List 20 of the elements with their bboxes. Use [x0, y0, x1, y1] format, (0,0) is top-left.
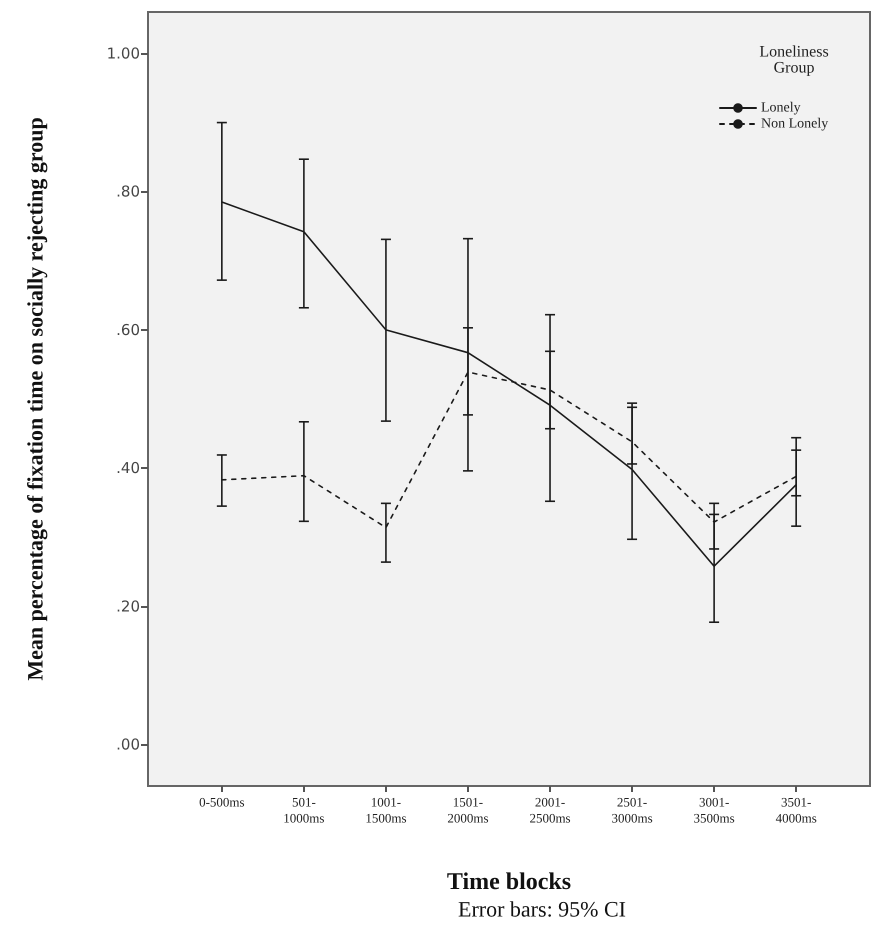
- y-tick-label: .40: [116, 459, 140, 478]
- x-tick-label: 2501-3000ms: [611, 794, 653, 826]
- x-axis-title: Time blocks: [446, 869, 572, 895]
- y-tick-label: .80: [116, 182, 140, 201]
- x-tick-label: 1501-2000ms: [447, 794, 489, 826]
- y-tick-label: .20: [116, 597, 140, 616]
- legend-label: Lonely: [761, 100, 801, 116]
- y-tick-label: 1.00: [106, 44, 140, 62]
- x-tick-label: 501-1000ms: [283, 794, 324, 826]
- legend-title: Loneliness Group: [759, 44, 829, 76]
- x-tick-label: 3001-3500ms: [694, 794, 735, 826]
- y-tick-label: .00: [116, 736, 140, 754]
- y-axis-title: Mean percentage of fixation time on socially rejecting group: [22, 117, 48, 681]
- x-tick-label: 1001-1500ms: [365, 794, 407, 826]
- y-tick-label: .60: [116, 320, 140, 339]
- x-tick-label: 0-500ms: [199, 794, 245, 810]
- text: Error bars: 95% CI: [458, 896, 626, 922]
- legend-label: Non Lonely: [761, 116, 828, 132]
- x-tick-label: 3501-4000ms: [776, 794, 817, 826]
- x-tick-label: 2001-2500ms: [529, 794, 571, 826]
